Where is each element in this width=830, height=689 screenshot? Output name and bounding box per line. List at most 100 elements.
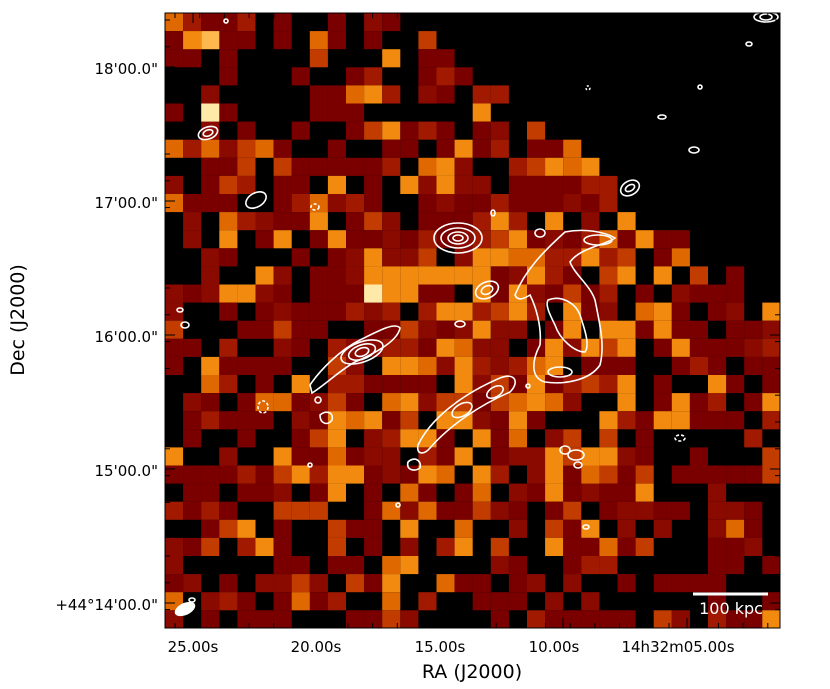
pixel-cell xyxy=(726,556,745,575)
pixel-cell xyxy=(183,537,202,556)
pixel-cell xyxy=(726,537,745,556)
pixel-cell xyxy=(364,501,383,520)
contour-small xyxy=(188,597,196,603)
pixel-cell xyxy=(563,302,582,321)
pixel-cell xyxy=(635,411,654,430)
contour-left-jet xyxy=(309,325,401,395)
pixel-cell xyxy=(744,356,763,375)
pixel-cell xyxy=(436,465,455,484)
pixel-cell xyxy=(527,284,546,303)
pixel-cell xyxy=(201,610,220,628)
pixel-cell xyxy=(527,393,546,412)
pixel-cell xyxy=(635,429,654,448)
pixel-cell xyxy=(635,284,654,303)
contour-left-core xyxy=(347,343,377,361)
pixel-cell xyxy=(472,338,491,357)
pixel-cell xyxy=(490,212,509,231)
pixel-cell xyxy=(689,320,708,339)
pixel-cell xyxy=(327,356,346,375)
pixel-cell xyxy=(454,194,473,213)
pixel-cell xyxy=(418,230,437,249)
pixel-cell xyxy=(617,393,636,412)
pixel-cell xyxy=(436,67,455,86)
pixel-cell xyxy=(400,356,419,375)
pixel-cell xyxy=(671,574,690,593)
pixel-cell xyxy=(291,302,310,321)
pixel-cell xyxy=(346,411,365,430)
pixel-cell xyxy=(744,393,763,412)
pixel-cell xyxy=(346,447,365,466)
pixel-cell xyxy=(273,175,292,194)
pixel-cell xyxy=(508,302,527,321)
pixel-cell xyxy=(527,248,546,267)
pixel-cell xyxy=(653,501,672,520)
pixel-cell xyxy=(219,375,238,394)
pixel-cell xyxy=(273,338,292,357)
pixel-cell xyxy=(255,320,274,339)
pixel-cell xyxy=(346,212,365,231)
pixel-cell xyxy=(309,429,328,448)
pixel-cell xyxy=(744,429,763,448)
pixel-cell xyxy=(291,121,310,140)
pixel-cell xyxy=(165,574,184,593)
pixel-cell xyxy=(762,338,780,357)
pixel-cell xyxy=(490,284,509,303)
pixel-cell xyxy=(291,574,310,593)
pixel-cell xyxy=(165,139,184,158)
pixel-cell xyxy=(563,610,582,628)
contour-small xyxy=(525,383,531,389)
pixel-cell xyxy=(617,338,636,357)
pixel-cell xyxy=(327,284,346,303)
contour-small xyxy=(688,146,700,154)
pixel-cell xyxy=(364,248,383,267)
pixel-cell xyxy=(346,284,365,303)
pixel-cell xyxy=(165,13,184,32)
pixel-cell xyxy=(472,465,491,484)
contour-small xyxy=(245,191,267,209)
contour-small xyxy=(180,321,190,329)
pixel-cell xyxy=(201,375,220,394)
pixel-cell xyxy=(201,266,220,285)
pixel-cell xyxy=(563,574,582,593)
pixel-cell xyxy=(201,284,220,303)
pixel-cell xyxy=(563,230,582,249)
pixel-cell xyxy=(490,85,509,104)
radio-contours xyxy=(176,13,779,603)
pixel-cell xyxy=(219,31,238,50)
pixel-cell xyxy=(726,610,745,628)
pixel-cell xyxy=(346,610,365,628)
pixel-cell xyxy=(327,393,346,412)
pixel-cell xyxy=(599,194,618,213)
pixel-cell xyxy=(436,302,455,321)
pixel-cell xyxy=(364,157,383,176)
pixel-cell xyxy=(762,302,780,321)
pixel-cell xyxy=(671,284,690,303)
pixel-cell xyxy=(201,13,220,32)
pixel-cell xyxy=(346,393,365,412)
pixel-cell xyxy=(165,49,184,68)
pixel-cell xyxy=(527,139,546,158)
pixel-cell xyxy=(364,465,383,484)
pixel-cell xyxy=(165,31,184,50)
pixel-cell xyxy=(545,483,564,502)
pixel-cell xyxy=(599,610,618,628)
contour-small xyxy=(534,228,546,238)
pixel-cell xyxy=(219,139,238,158)
pixel-cell xyxy=(762,592,780,611)
y-tick-label: 18'00.0" xyxy=(94,60,158,78)
contour-small xyxy=(197,125,219,141)
y-axis-title: Dec (J2000) xyxy=(7,264,29,376)
pixel-cell xyxy=(346,121,365,140)
pixel-cell xyxy=(364,429,383,448)
pixel-cell xyxy=(490,610,509,628)
pixel-cell xyxy=(165,320,184,339)
pixel-cell xyxy=(418,320,437,339)
pixel-cell xyxy=(545,338,564,357)
pixel-cell xyxy=(219,248,238,267)
pixel-cell xyxy=(309,465,328,484)
pixel-cell xyxy=(255,465,274,484)
pixel-cell xyxy=(273,139,292,158)
pixel-cell xyxy=(273,592,292,611)
pixel-cell xyxy=(291,375,310,394)
pixel-cell xyxy=(454,447,473,466)
